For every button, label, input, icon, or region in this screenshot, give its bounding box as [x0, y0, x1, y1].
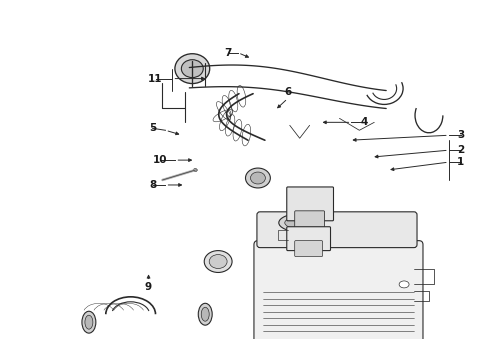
- Text: 2: 2: [457, 145, 465, 155]
- FancyBboxPatch shape: [287, 227, 331, 251]
- Ellipse shape: [245, 168, 270, 188]
- FancyBboxPatch shape: [287, 187, 334, 221]
- Text: 4: 4: [361, 117, 368, 127]
- Text: 7: 7: [224, 48, 232, 58]
- Text: 8: 8: [149, 180, 156, 190]
- FancyBboxPatch shape: [294, 211, 324, 231]
- Ellipse shape: [193, 168, 197, 172]
- Text: 3: 3: [457, 130, 465, 140]
- Ellipse shape: [285, 217, 315, 229]
- Text: 1: 1: [457, 157, 465, 167]
- Text: 10: 10: [153, 155, 168, 165]
- Text: 5: 5: [149, 123, 156, 133]
- Ellipse shape: [204, 251, 232, 273]
- Ellipse shape: [82, 311, 96, 333]
- Text: 11: 11: [148, 73, 163, 84]
- Ellipse shape: [201, 307, 209, 321]
- Ellipse shape: [399, 281, 409, 288]
- Ellipse shape: [279, 214, 320, 232]
- Ellipse shape: [198, 303, 212, 325]
- Ellipse shape: [209, 255, 227, 269]
- Ellipse shape: [250, 172, 266, 184]
- Ellipse shape: [175, 54, 210, 84]
- Ellipse shape: [181, 60, 203, 78]
- Text: 9: 9: [145, 282, 152, 292]
- FancyBboxPatch shape: [254, 240, 423, 343]
- FancyBboxPatch shape: [294, 240, 322, 257]
- Ellipse shape: [85, 315, 93, 329]
- FancyBboxPatch shape: [257, 212, 417, 248]
- Text: 6: 6: [284, 87, 292, 98]
